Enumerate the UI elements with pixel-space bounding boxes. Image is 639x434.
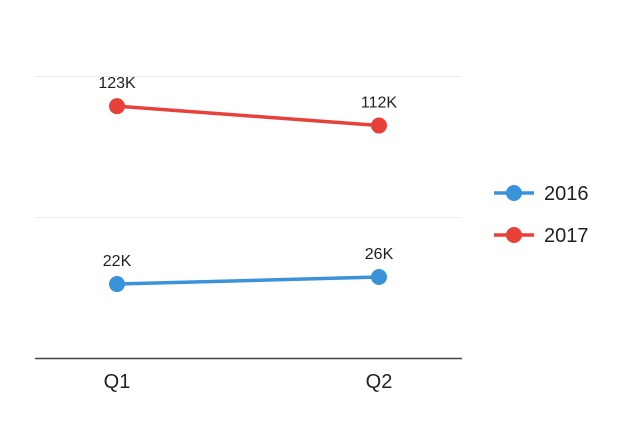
series-2017: 123K 112K xyxy=(98,75,398,134)
data-label: 26K xyxy=(365,246,394,263)
legend-label: 2016 xyxy=(544,183,589,205)
legend-item[interactable]: 2017 xyxy=(494,225,589,247)
data-point[interactable] xyxy=(109,98,125,115)
x-axis-ticks: Q1 Q2 xyxy=(104,371,393,393)
series-line xyxy=(116,104,380,128)
series-2016: 22K 26K xyxy=(103,246,394,293)
data-point[interactable] xyxy=(371,268,387,285)
legend-marker-icon xyxy=(506,185,522,201)
data-point[interactable] xyxy=(109,276,125,293)
legend[interactable]: 2016 2017 xyxy=(494,183,589,247)
series-group: 22K 26K 123K 112K xyxy=(98,75,398,293)
legend-marker-icon xyxy=(506,227,522,243)
legend-item[interactable]: 2016 xyxy=(494,183,589,205)
data-label: 112K xyxy=(361,95,398,112)
gridlines xyxy=(35,76,462,218)
data-point[interactable] xyxy=(371,117,387,134)
x-tick-label: Q1 xyxy=(104,371,131,393)
legend-label: 2017 xyxy=(544,225,589,247)
data-label: 22K xyxy=(103,253,132,270)
x-tick-label: Q2 xyxy=(366,371,393,393)
series-line xyxy=(116,275,380,286)
data-label: 123K xyxy=(98,75,136,92)
